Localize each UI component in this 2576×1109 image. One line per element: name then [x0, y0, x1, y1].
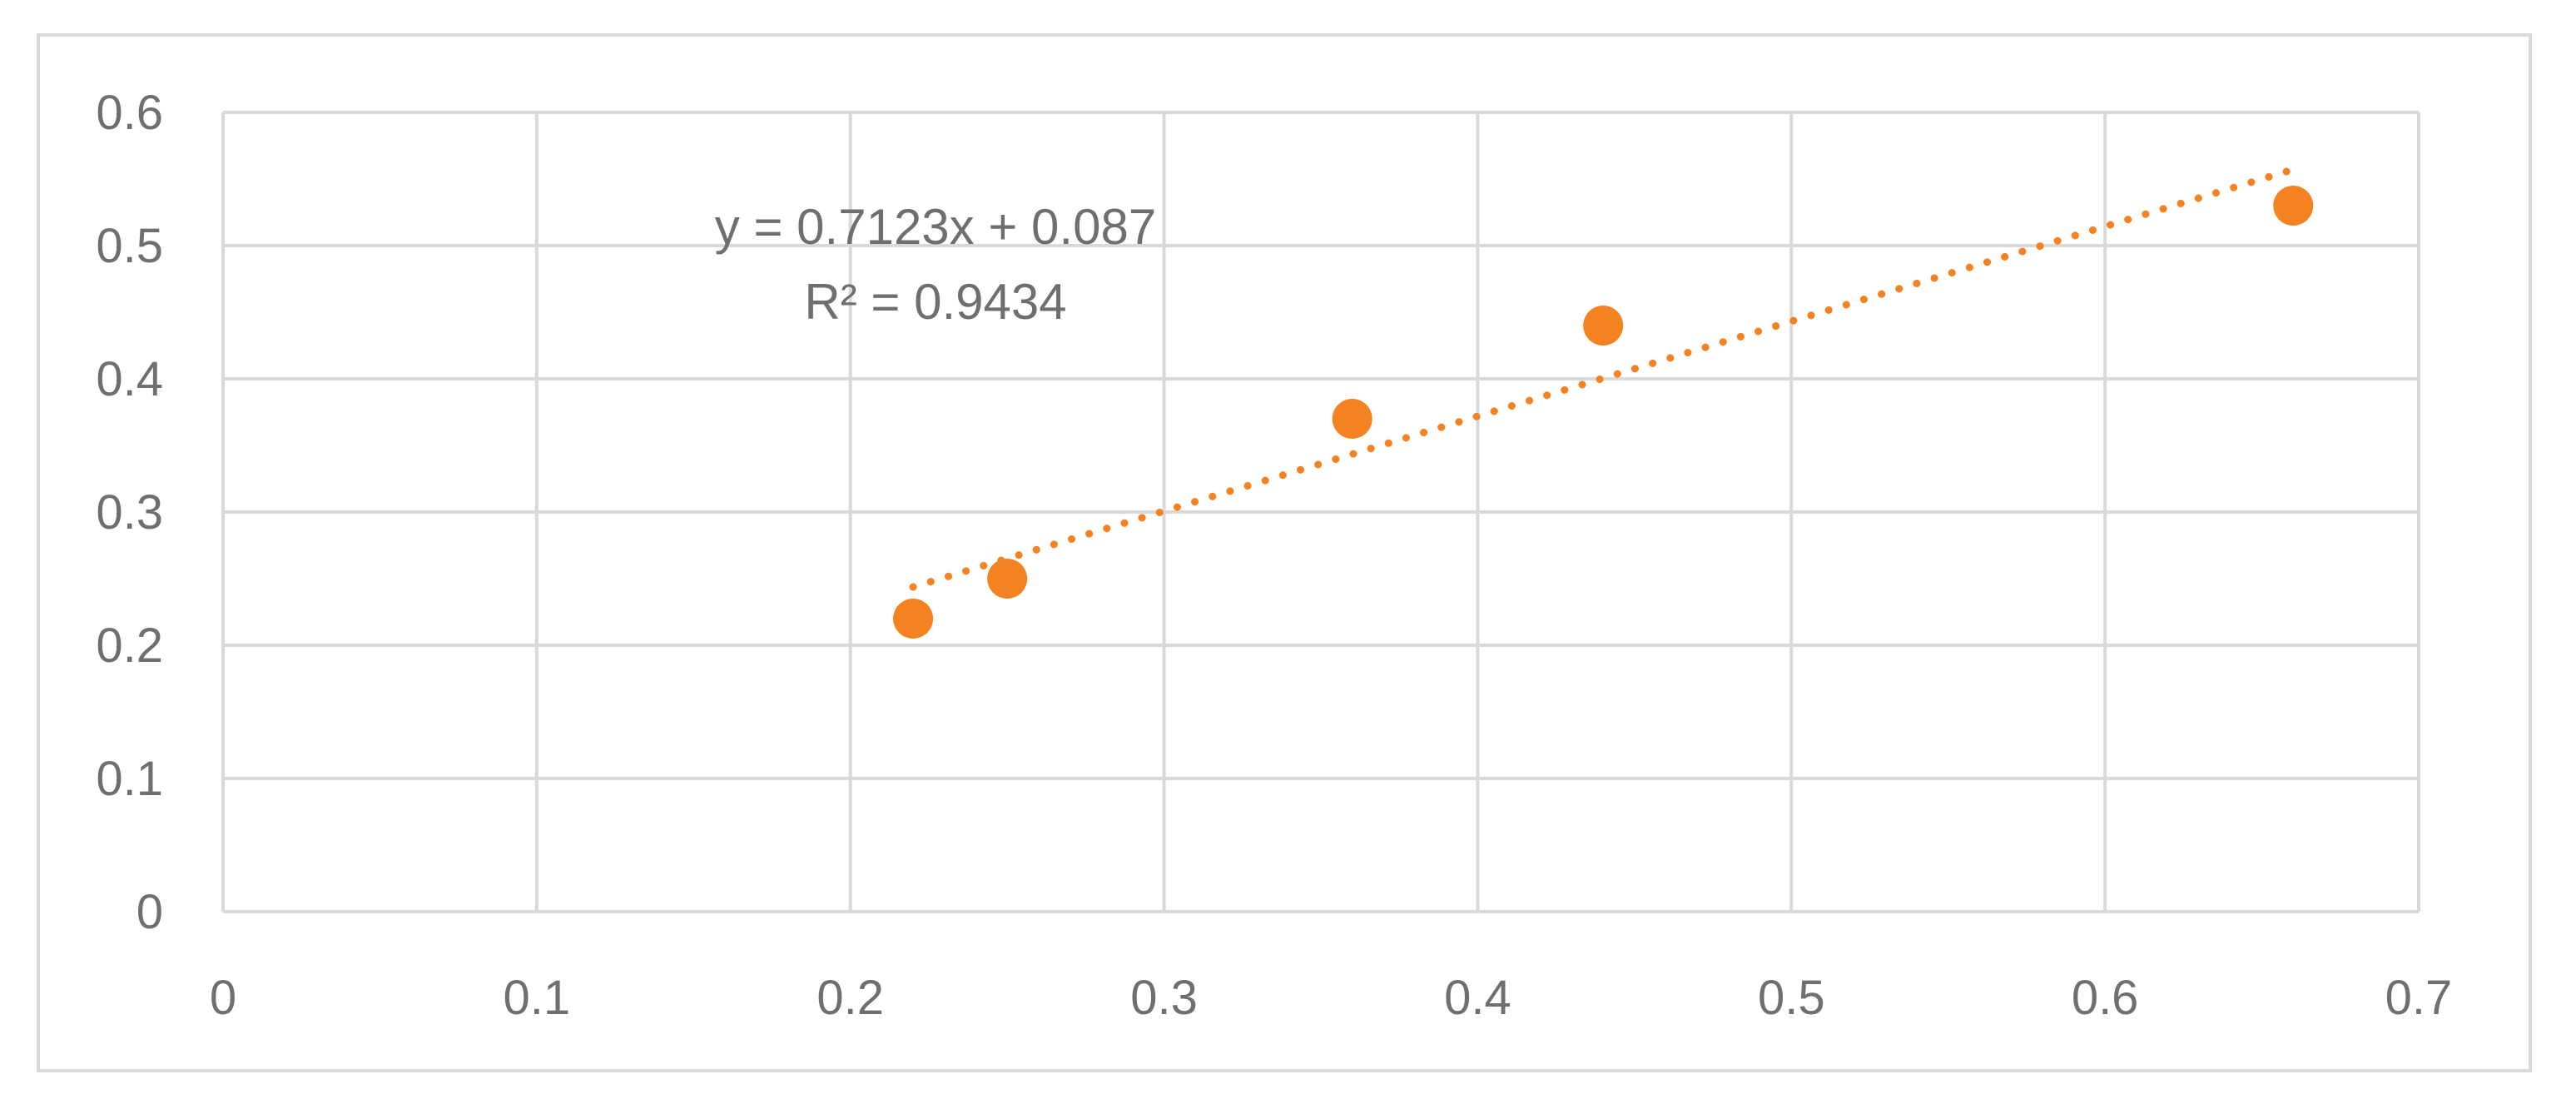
x-tick-label: 0.7 [2385, 971, 2453, 1025]
y-tick-label: 0.3 [96, 485, 163, 540]
gridlines [221, 111, 2420, 913]
y-tick-label: 0.5 [96, 219, 163, 273]
x-tick-label: 0.4 [1444, 971, 1511, 1025]
x-tick-label: 0 [210, 971, 236, 1025]
data-point [2273, 186, 2314, 226]
y-tick-label: 0.4 [96, 352, 163, 406]
x-tick-label: 0.1 [504, 971, 571, 1025]
chart-frame [37, 33, 2532, 1072]
y-tick-label: 0.2 [96, 619, 163, 673]
x-tick-label: 0.3 [1130, 971, 1198, 1025]
data-point [1583, 306, 1624, 346]
data-points [893, 186, 2314, 639]
linear-trendline [909, 166, 2297, 591]
data-point [893, 599, 934, 639]
y-tick-label: 0.6 [96, 86, 163, 140]
trendline-r2-label: R² = 0.9434 [804, 274, 1066, 330]
x-tick-label: 0.5 [1758, 971, 1825, 1025]
y-axis-tick-labels: 0 0.1 0.2 0.3 0.4 0.5 0.6 [96, 86, 163, 939]
x-axis-tick-labels: 0 0.1 0.2 0.3 0.4 0.5 0.6 0.7 [210, 971, 2452, 1025]
y-tick-label: 0 [136, 885, 163, 939]
x-tick-label: 0.6 [2072, 971, 2139, 1025]
data-point [1332, 399, 1372, 439]
y-tick-label: 0.1 [96, 752, 163, 806]
data-point [987, 559, 1028, 599]
trendline-equation-label: y = 0.7123x + 0.087 [715, 199, 1156, 255]
x-tick-label: 0.2 [816, 971, 884, 1025]
